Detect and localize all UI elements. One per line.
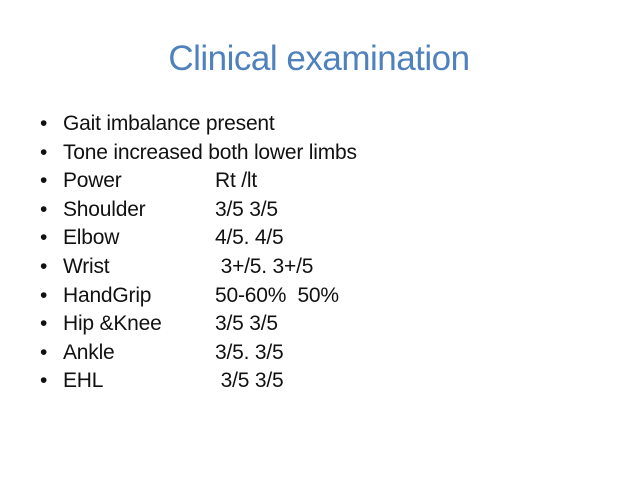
slide-title: Clinical examination	[168, 39, 470, 78]
bullet-value: Rt /lt	[215, 169, 257, 193]
bullet-dot-icon: •	[40, 197, 48, 221]
bullet-label: Ankle	[63, 340, 115, 364]
bullet-dot-icon: •	[40, 254, 48, 278]
bullet-item: • HandGrip 50-60% 50%	[40, 282, 622, 311]
bullet-item: • Ankle 3/5. 3/5	[40, 339, 622, 368]
bullet-item: • EHL 3/5 3/5	[40, 367, 622, 396]
bullet-value: 50-60% 50%	[215, 283, 339, 307]
bullet-value: 3/5 3/5	[215, 312, 278, 336]
bullet-label: Wrist	[63, 254, 110, 278]
bullet-value: 3+/5. 3+/5	[215, 254, 314, 278]
bullet-dot-icon: •	[40, 369, 48, 393]
bullet-value: 3/5 3/5	[215, 197, 278, 221]
bullet-label: EHL	[63, 369, 104, 393]
bullet-dot-icon: •	[40, 312, 48, 336]
bullet-value: 3/5. 3/5	[215, 340, 284, 364]
bullet-dot-icon: •	[40, 226, 48, 250]
bullet-label: Shoulder	[63, 197, 146, 221]
bullet-dot-icon: •	[40, 140, 48, 164]
bullet-dot-icon: •	[40, 283, 48, 307]
bullet-label: HandGrip	[63, 283, 152, 307]
bullet-label: Gait imbalance present	[63, 112, 275, 135]
bullet-item: • Wrist 3+/5. 3+/5	[40, 253, 622, 282]
bullet-value: 3/5 3/5	[215, 369, 284, 393]
bullet-dot-icon: •	[40, 340, 48, 364]
bullet-label: Tone increased both lower limbs	[63, 140, 357, 164]
bullet-label: Hip &Knee	[63, 312, 162, 336]
bullet-item: • Gait imbalance present	[40, 110, 622, 139]
bullet-item: • Hip &Knee 3/5 3/5	[40, 310, 622, 339]
bullet-dot-icon: •	[40, 112, 48, 135]
bullet-label: Elbow	[63, 226, 120, 250]
bullet-item: • Elbow 4/5. 4/5	[40, 224, 622, 253]
bullet-dot-icon: •	[40, 169, 48, 193]
bullet-item: • Shoulder 3/5 3/5	[40, 196, 622, 225]
bullet-value: 4/5. 4/5	[215, 226, 284, 250]
bullet-label: Power	[63, 169, 122, 193]
bullet-item: • Tone increased both lower limbs	[40, 139, 622, 168]
bullet-item: • Power Rt /lt	[40, 167, 622, 196]
bullet-list: • Gait imbalance present • Tone increased b…	[40, 110, 622, 396]
